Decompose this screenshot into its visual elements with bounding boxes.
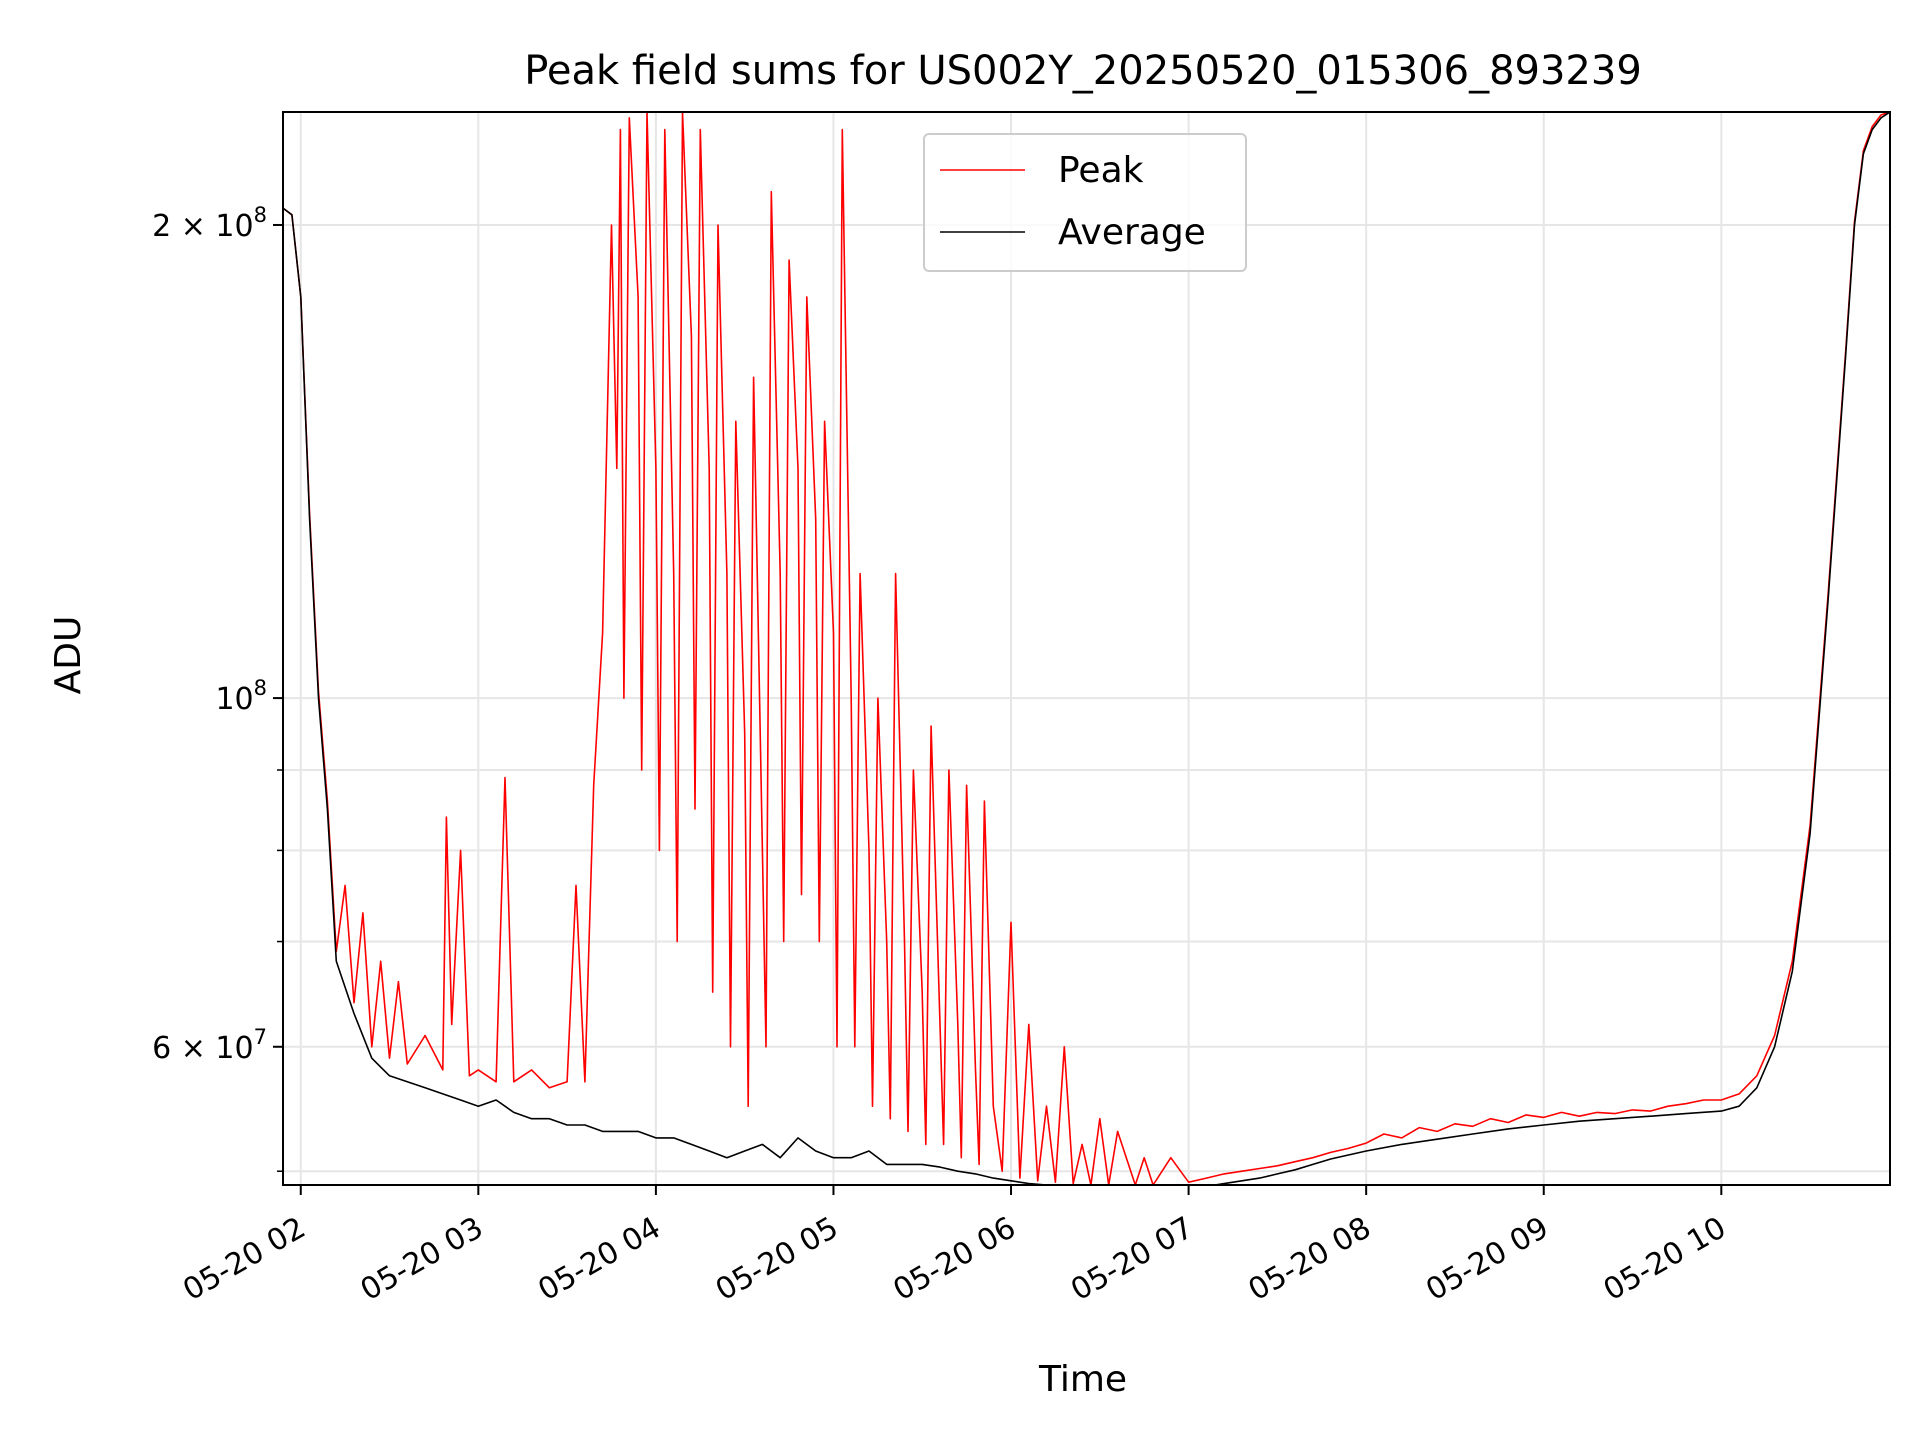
grid-layer	[283, 112, 1890, 1185]
legend-label-peak: Peak	[1058, 150, 1144, 191]
series-line-average	[283, 112, 1890, 1185]
series-layer	[283, 112, 1890, 1185]
legend: Peak Average	[923, 133, 1247, 272]
plot-frame	[282, 111, 1891, 1186]
series-line-peak	[283, 112, 1890, 1185]
y-tick-label: 2 × 108	[152, 203, 267, 244]
legend-box	[923, 133, 1247, 272]
x-axis-label: Time	[1038, 1359, 1127, 1400]
legend-label-average: Average	[1058, 212, 1206, 253]
chart-title: Peak field sums for US002Y_20250520_0153…	[524, 48, 1642, 94]
y-axis-label: ADU	[48, 616, 89, 695]
y-tick-label: 108	[215, 676, 267, 717]
y-tick-label: 6 × 107	[152, 1025, 267, 1066]
